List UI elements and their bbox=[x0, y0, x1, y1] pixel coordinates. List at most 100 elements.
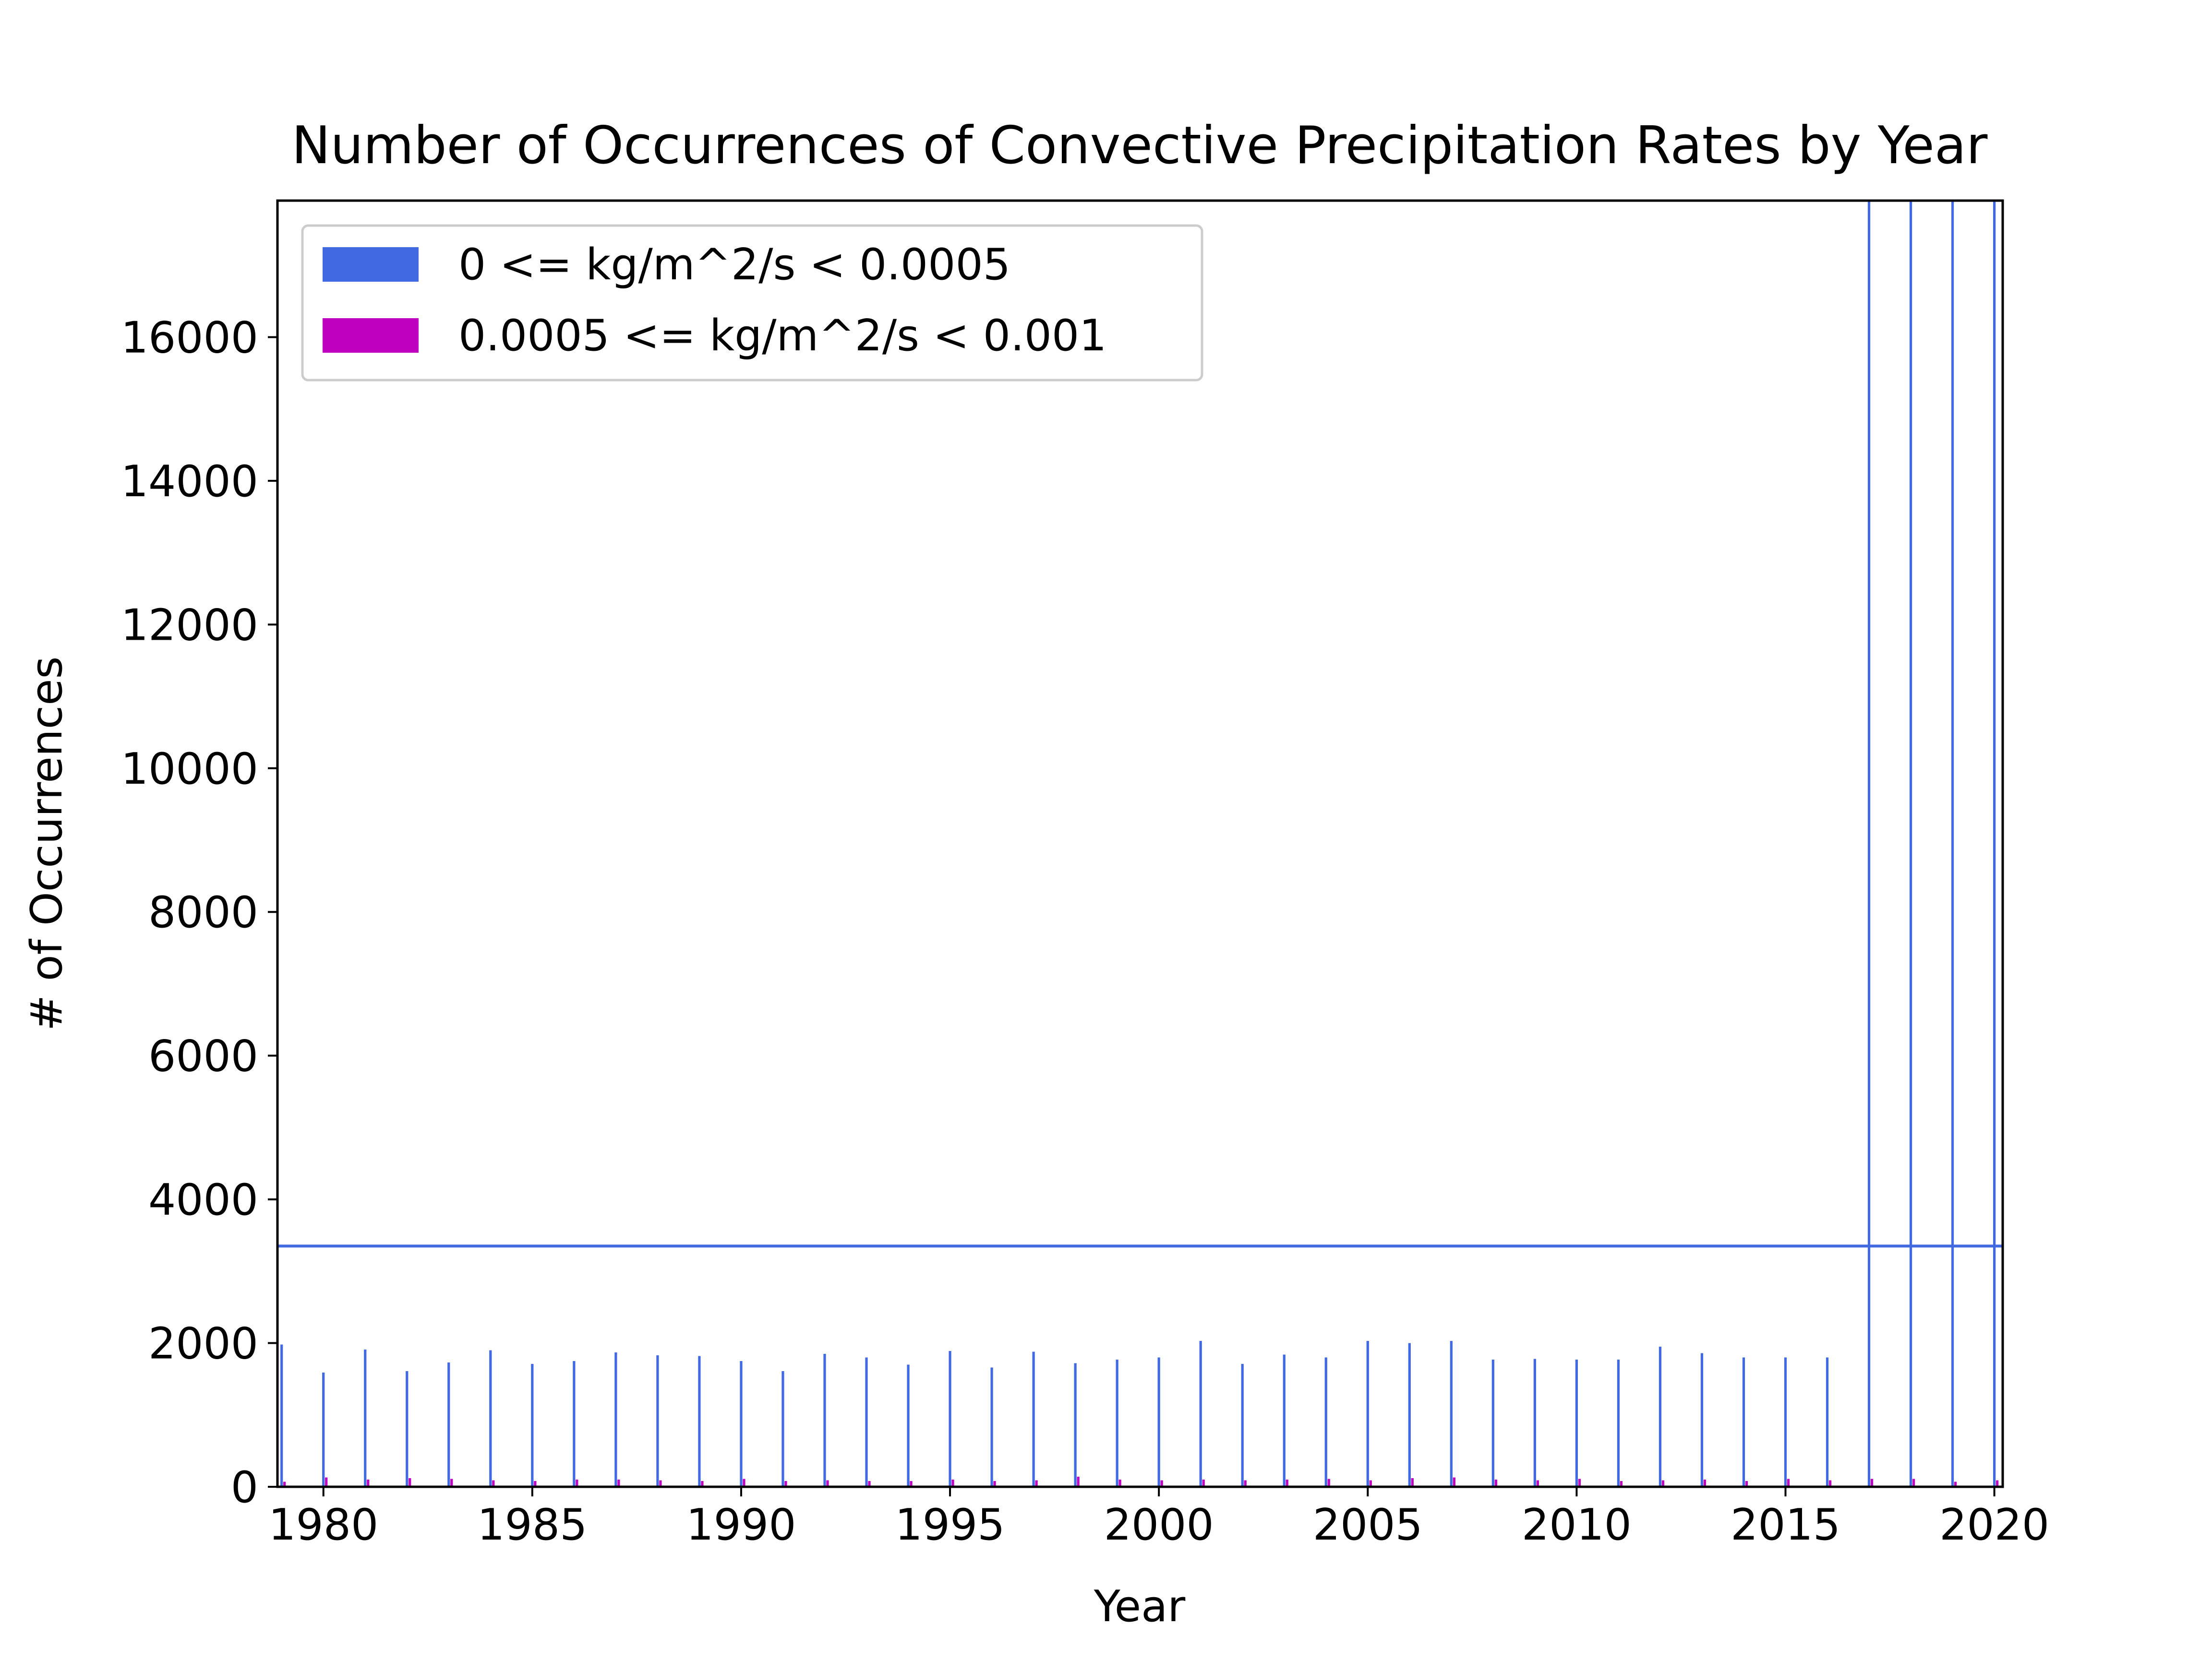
bar-series-2-1995 bbox=[951, 1480, 954, 1487]
bar-series-2-2005 bbox=[1369, 1480, 1372, 1487]
bars-group bbox=[280, 201, 1999, 1487]
x-axis-label: Year bbox=[1094, 1581, 1186, 1632]
legend-swatch-series-2 bbox=[323, 318, 419, 353]
bar-series-2-2012 bbox=[1661, 1480, 1665, 1487]
bar-series-1-1996 bbox=[990, 1367, 993, 1487]
bar-series-2-1998 bbox=[1077, 1477, 1080, 1487]
legend-label-series-1: 0 <= kg/m^2/s < 0.0005 bbox=[458, 239, 1010, 290]
bar-series-1-2005 bbox=[1366, 1341, 1369, 1487]
chart-title: Number of Occurrences of Convective Prec… bbox=[292, 116, 1988, 176]
x-axis-ticks: 1980 1985 1990 1995 2000 2005 2010 2015 2020 bbox=[268, 1487, 2049, 1550]
bar-series-1-1988 bbox=[656, 1355, 659, 1487]
bar-series-2-2016 bbox=[1828, 1480, 1832, 1487]
bar-series-1-1982 bbox=[406, 1371, 409, 1487]
y-tick-label-0: 0 bbox=[231, 1462, 258, 1513]
bar-series-2-2008 bbox=[1494, 1480, 1497, 1487]
y-tick-label-12000: 12000 bbox=[121, 600, 258, 650]
bar-series-2-1979 bbox=[283, 1482, 286, 1487]
y-tick-label-4000: 4000 bbox=[148, 1175, 258, 1225]
bar-series-2-2017 bbox=[1870, 1479, 1874, 1487]
bar-series-2-1997 bbox=[1035, 1480, 1038, 1487]
bar-series-1-1991 bbox=[781, 1371, 784, 1487]
bar-series-1-2020 bbox=[1993, 201, 1996, 1487]
bar-series-1-1983 bbox=[447, 1362, 450, 1487]
bar-series-1-1981 bbox=[364, 1350, 367, 1487]
bar-series-2-1993 bbox=[868, 1481, 871, 1487]
y-axis-ticks: 0 2000 4000 6000 8000 10000 12000 14000 16000 bbox=[121, 312, 277, 1513]
y-tick-label-2000: 2000 bbox=[148, 1319, 258, 1369]
x-tick-label-1985: 1985 bbox=[477, 1500, 587, 1550]
bar-series-2-2001 bbox=[1202, 1480, 1205, 1487]
bar-series-1-2013 bbox=[1700, 1353, 1704, 1487]
bar-series-1-2004 bbox=[1324, 1357, 1327, 1487]
bar-series-1-2017 bbox=[1867, 201, 1871, 1487]
bar-series-2-1984 bbox=[492, 1480, 495, 1487]
bar-series-1-1997 bbox=[1032, 1351, 1035, 1487]
bar-series-2-1983 bbox=[450, 1479, 453, 1487]
bar-series-1-1989 bbox=[698, 1356, 701, 1487]
bar-series-2-1990 bbox=[743, 1479, 745, 1487]
bar-series-1-1985 bbox=[531, 1363, 534, 1487]
y-tick-label-14000: 14000 bbox=[121, 456, 258, 507]
bar-series-1-2010 bbox=[1575, 1359, 1578, 1487]
bar-series-2-1987 bbox=[617, 1480, 620, 1487]
x-tick-label-2005: 2005 bbox=[1313, 1500, 1423, 1550]
bar-series-1-1993 bbox=[865, 1357, 868, 1487]
bar-series-2-1982 bbox=[409, 1478, 411, 1487]
bar-series-1-1980 bbox=[322, 1372, 325, 1487]
bar-series-2-1980 bbox=[325, 1477, 328, 1487]
legend-label-series-2: 0.0005 <= kg/m^2/s < 0.001 bbox=[458, 311, 1106, 361]
x-tick-label-1995: 1995 bbox=[895, 1500, 1005, 1550]
bar-series-1-2011 bbox=[1617, 1359, 1620, 1487]
y-tick-label-6000: 6000 bbox=[148, 1031, 258, 1082]
bar-series-2-1989 bbox=[701, 1481, 704, 1487]
x-tick-label-2015: 2015 bbox=[1731, 1500, 1840, 1550]
bar-series-2-2006 bbox=[1411, 1478, 1414, 1487]
bar-series-2-2002 bbox=[1244, 1480, 1247, 1487]
bar-series-1-2016 bbox=[1826, 1357, 1829, 1487]
bar-series-2-2015 bbox=[1787, 1479, 1790, 1487]
bar-series-2-1981 bbox=[367, 1480, 370, 1487]
bar-series-1-2007 bbox=[1450, 1341, 1453, 1487]
bar-series-2-1999 bbox=[1118, 1480, 1121, 1487]
bar-series-1-2002 bbox=[1241, 1363, 1244, 1487]
y-tick-label-8000: 8000 bbox=[148, 887, 258, 938]
bar-series-1-1986 bbox=[573, 1361, 576, 1487]
bar-series-2-2010 bbox=[1578, 1479, 1581, 1487]
bar-series-2-1986 bbox=[576, 1480, 578, 1487]
y-tick-label-16000: 16000 bbox=[121, 312, 258, 363]
bar-series-2-2014 bbox=[1745, 1481, 1748, 1487]
bar-series-2-1985 bbox=[534, 1481, 537, 1487]
bar-series-1-1994 bbox=[907, 1364, 910, 1487]
legend: 0 <= kg/m^2/s < 0.0005 0.0005 <= kg/m^2/… bbox=[301, 224, 1203, 382]
x-tick-label-2000: 2000 bbox=[1104, 1500, 1214, 1550]
bar-series-1-2018 bbox=[1909, 201, 1912, 1487]
bar-series-1-2012 bbox=[1659, 1347, 1662, 1487]
bar-series-2-2000 bbox=[1160, 1480, 1163, 1487]
bar-series-1-2003 bbox=[1283, 1354, 1286, 1487]
bar-series-1-2009 bbox=[1533, 1359, 1536, 1487]
bar-series-2-2019 bbox=[1954, 1482, 1957, 1487]
bar-series-1-1999 bbox=[1116, 1359, 1118, 1487]
legend-box bbox=[301, 224, 1203, 382]
bar-series-2-1992 bbox=[826, 1480, 829, 1487]
bar-series-1-2008 bbox=[1491, 1359, 1494, 1487]
bar-series-1-2001 bbox=[1199, 1341, 1202, 1487]
x-tick-label-1980: 1980 bbox=[268, 1500, 378, 1550]
bar-series-1-1992 bbox=[823, 1354, 826, 1487]
x-tick-label-1990: 1990 bbox=[686, 1500, 796, 1550]
bar-series-1-1990 bbox=[740, 1361, 743, 1487]
bar-series-2-1991 bbox=[784, 1481, 787, 1487]
bar-series-2-1994 bbox=[910, 1481, 913, 1487]
bar-series-2-2013 bbox=[1703, 1480, 1707, 1487]
bar-series-2-2003 bbox=[1286, 1480, 1288, 1487]
bar-series-2-2004 bbox=[1327, 1479, 1330, 1487]
bar-series-1-1987 bbox=[614, 1352, 617, 1487]
bar-series-1-1998 bbox=[1074, 1363, 1077, 1487]
y-axis-label: # of Occurrences bbox=[22, 657, 72, 1031]
x-tick-label-2010: 2010 bbox=[1522, 1500, 1632, 1550]
bar-series-2-2011 bbox=[1620, 1481, 1623, 1487]
bar-series-1-1984 bbox=[489, 1350, 492, 1487]
